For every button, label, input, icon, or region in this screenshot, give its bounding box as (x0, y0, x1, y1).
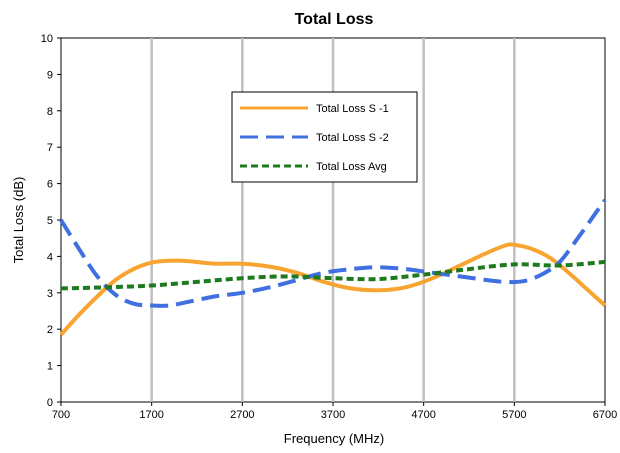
y-tick-label: 10 (41, 33, 53, 45)
y-tick-label: 8 (47, 106, 53, 118)
series-line-dotted (60, 259, 606, 291)
x-tick-label: 6700 (593, 409, 617, 421)
y-tick-label: 5 (47, 215, 53, 227)
legend-label: Total Loss Avg (316, 161, 387, 173)
series-lines (59, 198, 607, 337)
y-tick-label: 7 (47, 142, 53, 154)
x-tick-label: 3700 (321, 409, 345, 421)
y-tick-label: 3 (47, 288, 53, 300)
x-axis-ticks: 700 1700 2700 3700 4700 5700 6700 (52, 402, 617, 421)
legend-label: Total Loss S -2 (316, 132, 389, 144)
y-tick-label: 4 (47, 251, 53, 263)
legend-label: Total Loss S -1 (316, 103, 389, 115)
chart-title: Total Loss (295, 11, 374, 28)
x-tick-label: 700 (52, 409, 70, 421)
y-axis-ticks: 0 1 2 3 4 5 6 7 8 9 10 (41, 33, 61, 409)
series-line-solid (59, 242, 607, 337)
x-tick-label: 2700 (230, 409, 254, 421)
y-tick-label: 1 (47, 361, 53, 373)
x-axis-label: Frequency (MHz) (284, 431, 384, 446)
y-tick-label: 9 (47, 69, 53, 81)
x-tick-label: 1700 (139, 409, 163, 421)
y-axis-label: Total Loss (dB) (11, 177, 26, 264)
y-tick-label: 6 (47, 179, 53, 191)
series-line-dashed (59, 198, 607, 308)
x-tick-label: 4700 (411, 409, 435, 421)
y-tick-label: 2 (47, 324, 53, 336)
legend: Total Loss S -1 Total Loss S -2 Total Loss… (231, 91, 418, 183)
y-tick-label: 0 (47, 397, 53, 409)
x-tick-label: 5700 (502, 409, 526, 421)
